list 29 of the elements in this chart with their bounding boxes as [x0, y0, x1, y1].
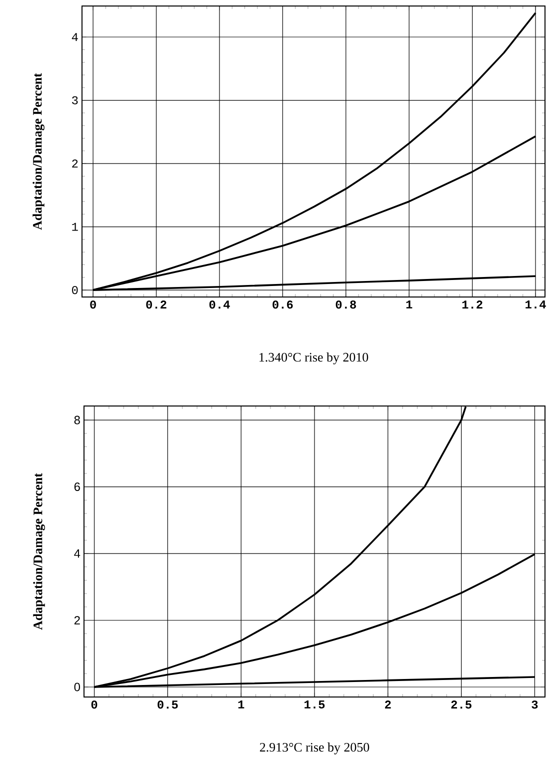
x-axis-title: 1.340°C rise by 2010: [260, 352, 368, 364]
y-tick-label: 2: [74, 616, 80, 624]
x-tick-label: 0.8: [336, 300, 356, 309]
x-tick-label: 0.4: [209, 300, 230, 309]
y-axis-title: Adaptation/Damage Percent: [33, 473, 45, 630]
x-tick-label: 3: [532, 700, 538, 709]
y-tick-label: 6: [74, 482, 80, 491]
y-tick-label: 0: [74, 682, 80, 692]
y-tick-label: 2: [72, 160, 78, 168]
x-axis-title: 2.913°C rise by 2050: [260, 742, 370, 754]
x-tick-label: 1.5: [304, 700, 325, 709]
x-tick-label: 1.2: [462, 300, 482, 309]
x-tick-label: 1: [406, 300, 412, 308]
x-tick-label: 2.5: [451, 700, 472, 709]
x-tick-label: 0.6: [272, 300, 293, 309]
y-tick-label: 4: [74, 549, 80, 558]
x-tick-label: 0: [90, 300, 96, 309]
x-tick-label: 0.5: [158, 700, 178, 709]
x-tick-label: 1: [238, 700, 244, 708]
x-tick-label: 2: [385, 700, 391, 709]
y-tick-label: 1: [72, 222, 78, 231]
y-axis-title: Adaptation/Damage Percent: [32, 73, 44, 230]
y-tick-label: 4: [72, 33, 78, 41]
y-tick-label: 3: [72, 96, 78, 104]
x-tick-label: 0: [91, 700, 98, 709]
y-tick-label: 8: [74, 416, 80, 424]
x-tick-label: 1.4: [526, 300, 546, 308]
x-tick-label: 0.2: [146, 300, 166, 309]
y-tick-label: 0: [72, 286, 78, 294]
